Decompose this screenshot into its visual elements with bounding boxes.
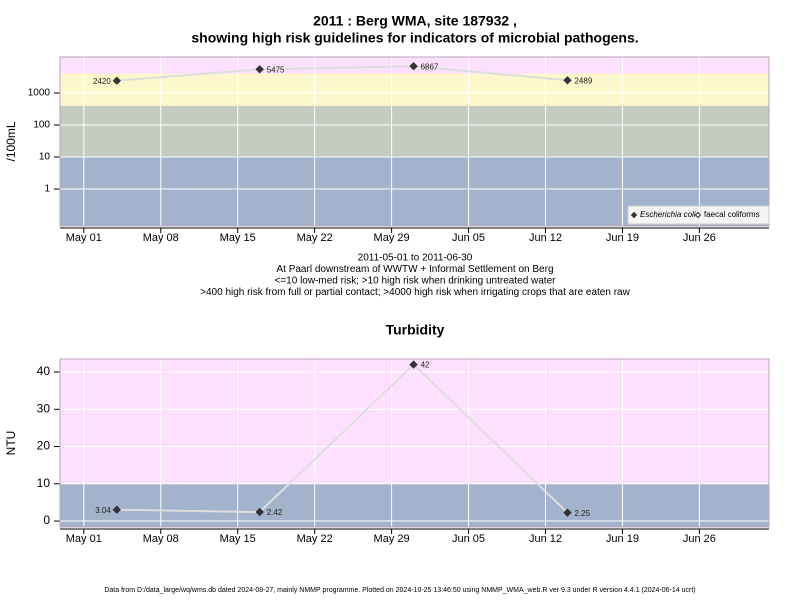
x-tick-label: Jun 19 — [606, 533, 639, 545]
data-point — [255, 65, 264, 74]
chart-title: showing high risk guidelines for indicat… — [191, 30, 638, 46]
legend-marker — [630, 211, 638, 219]
x-tick-label: May 08 — [143, 533, 179, 545]
risk-band — [60, 483, 769, 527]
x-tick-label: Jun 26 — [683, 232, 716, 244]
y-tick-label: 30 — [37, 401, 51, 415]
risk-band — [60, 73, 769, 106]
series-line — [116, 363, 569, 514]
data-point — [255, 507, 264, 517]
x-tick-label: Jun 05 — [452, 533, 485, 545]
data-label: 3.04 — [95, 506, 111, 515]
x-tick-label: May 15 — [220, 533, 256, 545]
data-label: 6867 — [421, 62, 439, 71]
legend-label: faecal coliforms — [704, 210, 760, 219]
x-tick-label: May 22 — [297, 533, 333, 545]
y-tick-label: 10 — [39, 152, 51, 163]
data-point — [563, 508, 572, 517]
y-tick-label: 1 — [44, 184, 50, 195]
y-tick-label: 40 — [37, 364, 51, 378]
y-tick-label: 1000 — [28, 88, 51, 99]
risk-band — [60, 105, 769, 158]
y-axis-label: NTU — [4, 431, 18, 456]
legend-label: Escherichia coli — [640, 210, 696, 219]
plot-frame — [59, 358, 770, 528]
note: <=10 low-med risk; >10 high risk when dr… — [275, 276, 557, 287]
note: At Paarl downstream of WWTW + Informal S… — [276, 264, 553, 275]
y-tick-label: 0 — [43, 513, 50, 527]
data-point — [112, 505, 122, 514]
data-point — [112, 76, 122, 85]
y-tick-label: 10 — [37, 476, 51, 490]
data-label: 2489 — [574, 76, 592, 85]
x-tick-label: May 01 — [66, 533, 102, 545]
y-axis-label: /100mL — [4, 121, 18, 161]
data-label: 2420 — [93, 77, 111, 86]
chart-title: 2011 : Berg WMA, site 187932 , — [313, 13, 517, 29]
x-tick-label: Jun 05 — [452, 232, 485, 244]
x-tick-label: Jun 12 — [529, 533, 562, 545]
x-tick-label: Jun 19 — [606, 232, 639, 244]
plot-frame — [59, 56, 770, 227]
data-label: 42 — [421, 361, 430, 370]
data-label: 2.42 — [267, 508, 283, 517]
y-tick-label: 100 — [33, 120, 50, 131]
data-label: 5475 — [267, 65, 285, 74]
series-line — [116, 65, 568, 82]
data-point — [409, 61, 418, 71]
data-point — [563, 76, 572, 85]
x-tick-label: May 01 — [66, 232, 102, 244]
data-label: 2.25 — [574, 509, 590, 518]
y-tick-label: 20 — [37, 439, 51, 453]
footer: Data from D:/data_large/wq/wms.db dated … — [104, 587, 695, 594]
x-tick-label: May 22 — [297, 232, 333, 244]
data-point — [409, 360, 418, 369]
note: >400 high risk from full or partial cont… — [200, 287, 630, 298]
note: 2011-05-01 to 2011-06-30 — [358, 253, 473, 264]
x-tick-label: May 29 — [374, 533, 410, 545]
legend-marker — [694, 211, 702, 219]
x-tick-label: May 15 — [220, 232, 256, 244]
risk-band — [60, 359, 769, 484]
x-tick-label: May 29 — [374, 232, 410, 244]
x-tick-label: Jun 26 — [683, 533, 716, 545]
x-tick-label: May 08 — [143, 232, 179, 244]
x-tick-label: Jun 12 — [529, 232, 562, 244]
chart-title: Turbidity — [386, 322, 445, 338]
